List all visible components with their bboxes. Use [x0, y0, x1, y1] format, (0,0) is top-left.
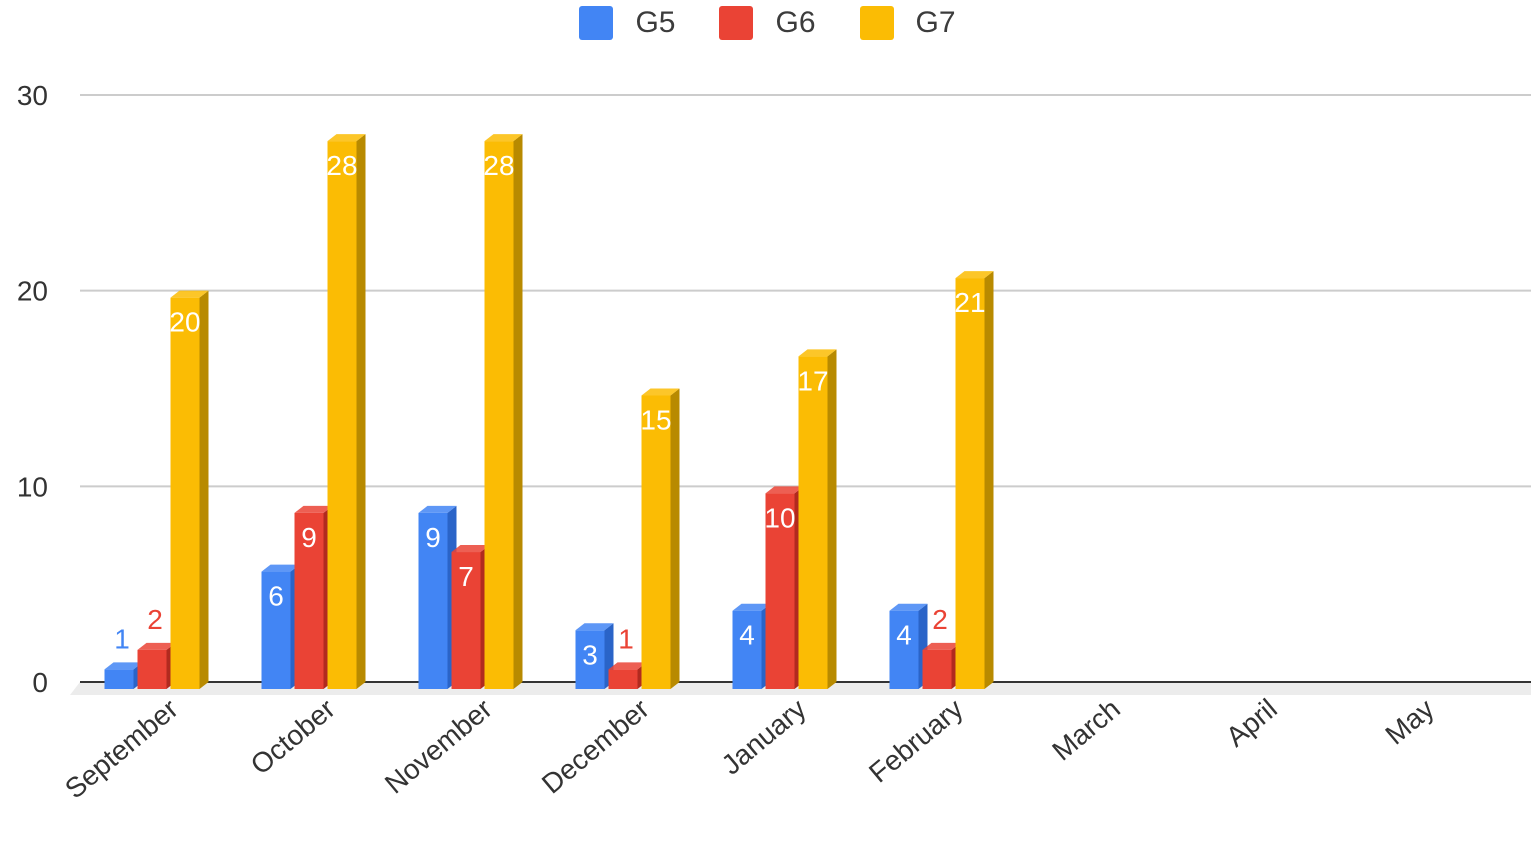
bar: [608, 662, 647, 689]
x-tick-label: September: [59, 693, 184, 805]
data-label: 6: [268, 581, 284, 612]
bar-top-face: [955, 271, 994, 279]
x-tick-label: May: [1379, 693, 1439, 751]
bar-top-face: [418, 505, 457, 513]
legend-item-g5[interactable]: G5: [579, 6, 675, 40]
bar-top-face: [104, 662, 143, 670]
legend-swatch-g6: [719, 6, 754, 40]
bar: [104, 662, 143, 689]
bar-front-face: [484, 141, 514, 690]
x-tick-label: December: [536, 693, 655, 800]
data-label: 21: [954, 287, 985, 318]
bar: [922, 642, 961, 689]
bar-top-face: [170, 290, 209, 298]
data-label: 20: [169, 307, 200, 338]
bar-top-face: [327, 134, 366, 142]
bar-front-face: [137, 649, 167, 689]
bar-side-face: [199, 290, 209, 689]
bar: [484, 134, 523, 690]
bar-front-face: [641, 395, 671, 689]
data-label: 4: [739, 620, 755, 651]
x-tick-label: March: [1046, 693, 1126, 767]
bar-front-face: [418, 512, 448, 689]
bar-side-face: [513, 134, 523, 690]
data-label: 1: [114, 623, 130, 654]
x-tick-label: November: [379, 693, 498, 800]
y-tick-label: 30: [17, 80, 48, 111]
data-label: 17: [797, 365, 828, 396]
bar-front-face: [732, 610, 762, 689]
bar-top-face: [732, 603, 771, 611]
legend-item-g6[interactable]: G6: [719, 6, 816, 40]
bar-top-face: [261, 564, 300, 572]
x-tick-label: February: [863, 693, 969, 789]
bar-top-face: [575, 623, 614, 631]
bar-front-face: [170, 297, 200, 689]
bar-top-face: [137, 642, 176, 650]
bar: [137, 642, 176, 689]
data-label: 2: [932, 604, 948, 635]
bar-side-face: [984, 271, 994, 689]
bar: [327, 134, 366, 690]
bar-front-face: [575, 630, 605, 689]
data-label: 15: [640, 405, 671, 436]
data-label: 9: [301, 522, 317, 553]
legend-swatch-g7: [859, 6, 894, 40]
bar-side-face: [670, 388, 680, 689]
bar-top-face: [294, 505, 333, 513]
bar-front-face: [798, 356, 828, 689]
data-label: 4: [896, 620, 912, 651]
y-tick-label: 0: [32, 667, 48, 698]
y-tick-label: 10: [17, 471, 48, 502]
bar-top-face: [765, 486, 804, 494]
bar-side-face: [356, 134, 366, 690]
data-label: 28: [326, 150, 357, 181]
bar: [955, 271, 994, 689]
bar-top-face: [608, 662, 647, 670]
data-label: 9: [425, 522, 441, 553]
bar: [575, 623, 614, 689]
bar-top-face: [889, 603, 928, 611]
data-label: 3: [582, 639, 598, 670]
bar-top-face: [484, 134, 523, 142]
legend-label-g6: G6: [775, 6, 816, 39]
bar: [170, 290, 209, 689]
bar-front-face: [261, 571, 291, 689]
legend: G5 G6 G7: [0, 6, 1531, 40]
bar-front-face: [765, 493, 795, 689]
bar: [641, 388, 680, 689]
bar-top-face: [922, 642, 961, 650]
bar-front-face: [889, 610, 919, 689]
bar-front-face: [922, 649, 952, 689]
data-label: 2: [147, 604, 163, 635]
legend-label-g5: G5: [635, 6, 676, 39]
bar-front-face: [608, 669, 638, 689]
bar-front-face: [294, 512, 324, 689]
bar-front-face: [451, 552, 481, 689]
legend-item-g7[interactable]: G7: [859, 6, 956, 40]
legend-swatch-g5: [579, 6, 614, 40]
x-tick-label: April: [1220, 693, 1283, 753]
y-tick-label: 20: [17, 276, 48, 307]
bar-front-face: [327, 141, 357, 690]
bar-front-face: [955, 278, 985, 689]
x-tick-label: January: [716, 693, 812, 781]
data-label: 10: [764, 502, 795, 533]
data-label: 28: [483, 150, 514, 181]
x-tick-label: October: [245, 693, 341, 781]
bar: [798, 349, 837, 689]
data-label: 1: [618, 623, 634, 654]
data-label: 7: [458, 561, 474, 592]
bar-front-face: [104, 669, 134, 689]
bar-top-face: [641, 388, 680, 396]
bar-top-face: [798, 349, 837, 357]
legend-label-g7: G7: [915, 6, 956, 39]
bar-top-face: [451, 545, 490, 553]
bar-side-face: [827, 349, 837, 689]
